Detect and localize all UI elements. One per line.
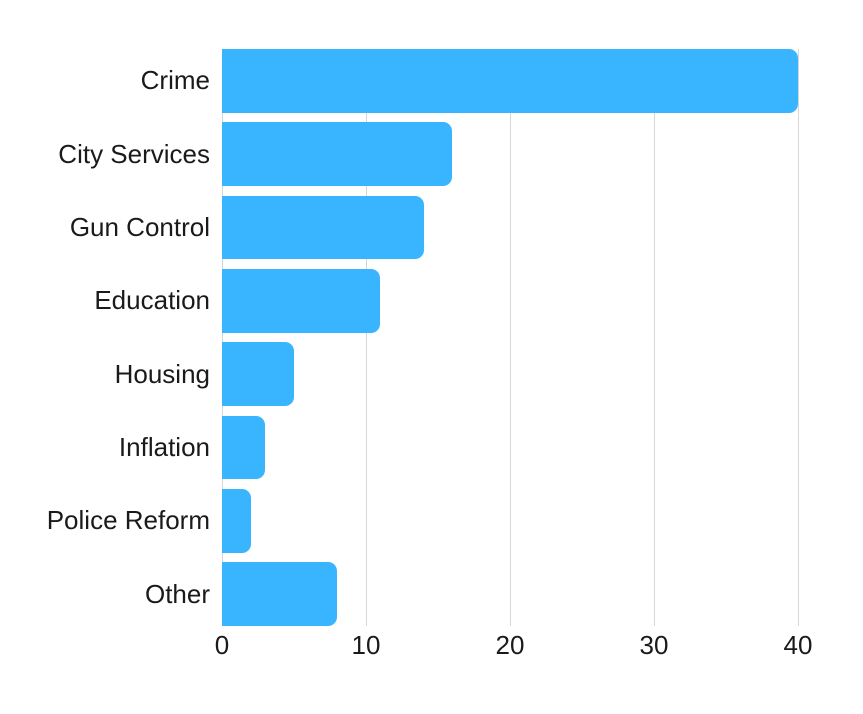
- x-axis: 0 10 20 30 40: [215, 630, 813, 666]
- category-label-city-services: City Services: [58, 138, 210, 169]
- x-tick-label-30: 30: [639, 630, 669, 660]
- category-label-police-reform: Police Reform: [46, 505, 210, 536]
- x-tick-label-20: 20: [495, 630, 525, 660]
- plot-area: [221, 49, 799, 626]
- category-label-education: Education: [94, 285, 210, 316]
- bar-education: [222, 269, 381, 333]
- x-tick-label-10: 10: [351, 630, 381, 660]
- gridline-30: [653, 49, 655, 626]
- gridline-10: [365, 49, 367, 626]
- category-axis: Crime City Services Gun Control Educatio…: [0, 49, 210, 626]
- category-label-gun-control: Gun Control: [69, 211, 210, 242]
- gridline-20: [509, 49, 511, 626]
- category-label-inflation: Inflation: [118, 431, 210, 462]
- x-tick-label-0: 0: [214, 630, 230, 660]
- x-tick-label-40: 40: [783, 630, 813, 660]
- bar-police-reform: [222, 489, 251, 553]
- gridlines: [221, 49, 799, 626]
- category-label-housing: Housing: [114, 358, 210, 389]
- gridline-40: [797, 49, 799, 626]
- bar-housing: [222, 342, 294, 406]
- category-label-other: Other: [144, 578, 210, 609]
- bar-crime: [222, 49, 798, 113]
- bar-series: [222, 49, 798, 626]
- gridline-0: [221, 49, 223, 626]
- bar-gun-control: [222, 195, 424, 260]
- category-label-crime: Crime: [140, 65, 210, 96]
- bar-other: [222, 562, 338, 626]
- bar-inflation: [222, 415, 266, 480]
- bar-city-services: [222, 122, 453, 186]
